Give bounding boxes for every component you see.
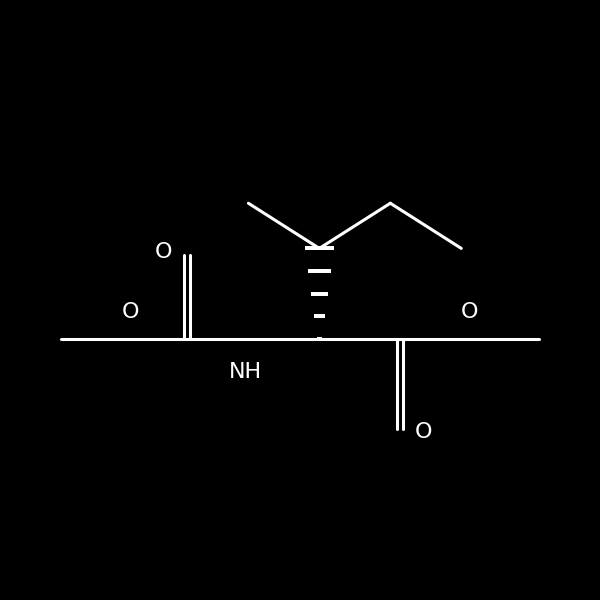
Text: O: O <box>122 302 140 322</box>
Text: O: O <box>154 242 172 262</box>
Text: O: O <box>415 422 433 442</box>
Text: O: O <box>460 302 478 322</box>
Text: NH: NH <box>229 362 262 382</box>
